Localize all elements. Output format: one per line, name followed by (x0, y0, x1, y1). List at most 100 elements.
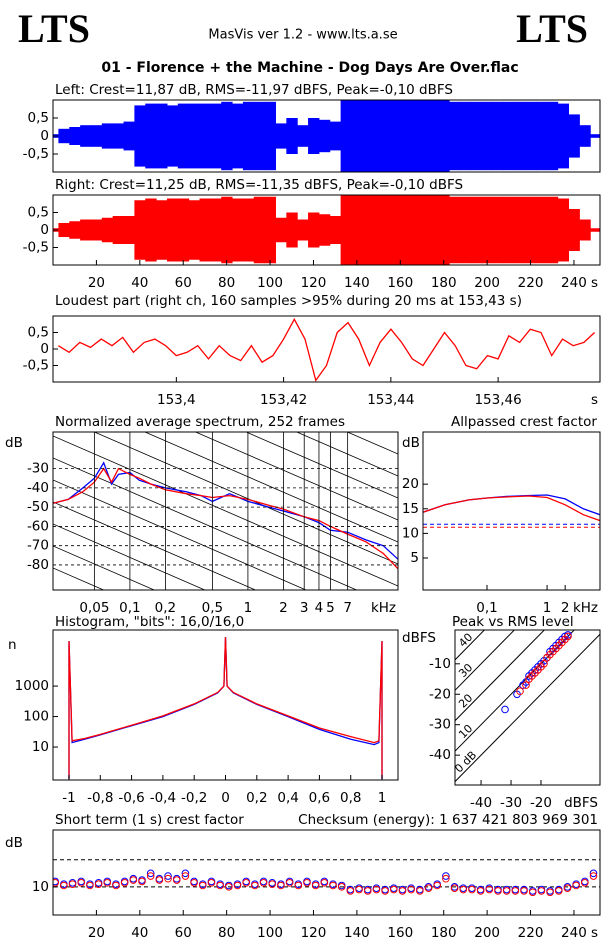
reference-line (53, 435, 398, 587)
x-tick-label: 153,46 (474, 392, 521, 408)
data-point (589, 869, 598, 878)
waveform-envelope (438, 195, 450, 265)
y-tick-label: -20 (429, 686, 451, 702)
data-point (501, 705, 509, 714)
data-point (233, 881, 242, 890)
data-point (198, 881, 207, 890)
x-tick-label: 2 (561, 600, 570, 616)
x-tick-label: 120 (301, 275, 327, 291)
waveform-envelope (221, 196, 233, 264)
y-axis-label: n (8, 637, 17, 653)
data-point (516, 687, 524, 696)
waveform-envelope (535, 101, 548, 171)
y-tick-label: 10 (32, 739, 49, 755)
x-tick-label: -40 (470, 795, 492, 811)
crest-line-label: 40 (456, 631, 475, 650)
x-tick-label: -0,8 (87, 790, 113, 806)
y-tick-label: 0 (40, 128, 49, 144)
x-axis-unit: dBFS (564, 795, 598, 811)
data-point (303, 878, 311, 887)
y-axis-label: dB (5, 835, 23, 851)
waveform-envelope (232, 198, 244, 262)
plot-area (423, 494, 600, 528)
data-point (537, 887, 546, 895)
waveform-envelope (535, 196, 548, 264)
data-point (554, 887, 563, 895)
x-tick-label: 120 (301, 925, 327, 941)
x-axis-unit: s (591, 925, 598, 941)
waveform-envelope (373, 195, 385, 265)
x-tick-label: 200 (474, 275, 500, 291)
data-point (502, 887, 511, 895)
waveform-envelope (329, 216, 342, 244)
x-tick-label: 7 (343, 600, 352, 616)
waveform-envelope (492, 196, 504, 264)
waveform-envelope (351, 100, 363, 172)
waveform-envelope (362, 195, 374, 265)
series-line (68, 637, 383, 779)
x-tick-label: 220 (518, 925, 544, 941)
y-tick-label: 0,5 (28, 110, 49, 126)
data-point (398, 887, 407, 895)
waveform-envelope (69, 127, 81, 145)
y-tick-label: -10 (429, 656, 451, 672)
data-point (528, 888, 537, 897)
waveform-envelope (188, 103, 201, 169)
waveform-envelope (579, 125, 591, 147)
data-point (225, 883, 233, 891)
waveform-envelope (568, 114, 580, 158)
reference-line (93, 432, 398, 565)
data-point (424, 884, 433, 893)
waveform-envelope (384, 100, 396, 172)
waveform-envelope (481, 101, 494, 171)
x-axis-unit: s (591, 275, 598, 291)
waveform-envelope (557, 103, 570, 169)
data-point (520, 887, 528, 895)
x-tick-label: 0,2 (246, 790, 267, 806)
plot-frame (52, 629, 399, 781)
waveform-envelope (275, 123, 287, 149)
waveform-envelope (145, 103, 157, 169)
data-point (564, 632, 572, 641)
y-tick-label: -80 (27, 557, 49, 573)
waveform-envelope (232, 103, 244, 169)
reference-line (245, 432, 398, 499)
waveform-envelope (449, 101, 461, 171)
x-tick-label: -0,6 (118, 790, 144, 806)
waveform-envelope (329, 121, 342, 151)
waveform-envelope (546, 196, 559, 264)
x-tick-label: 1 (543, 600, 552, 616)
data-point (511, 887, 520, 895)
y-tick-label: 0 (40, 222, 49, 238)
reference-line (295, 432, 398, 477)
waveform-envelope (449, 196, 461, 264)
waveform-envelope (199, 103, 211, 169)
x-tick-label: 240 (561, 925, 587, 941)
y-tick-label: 5 (410, 550, 419, 566)
y-tick-label: 20 (402, 476, 419, 492)
data-point (77, 878, 86, 887)
x-tick-label: 0,8 (340, 790, 361, 806)
x-tick-label: 220 (518, 275, 544, 291)
waveform-envelope (134, 105, 146, 167)
waveform-envelope (525, 101, 537, 171)
data-point (546, 888, 554, 897)
x-tick-label: 80 (218, 275, 235, 291)
waveform-envelope (242, 198, 255, 262)
panel-title: Normalized average spectrum, 252 frames (55, 414, 345, 430)
y-tick-label: -0,5 (23, 146, 49, 162)
data-point (172, 876, 181, 884)
waveform-envelope (90, 219, 103, 241)
data-point (433, 881, 442, 890)
plot-frame (52, 99, 601, 173)
waveform-envelope (156, 200, 168, 260)
x-tick-label: 0,5 (202, 600, 223, 616)
waveform-envelope (525, 196, 537, 264)
x-tick-label: 153,44 (367, 392, 414, 408)
data-point (450, 884, 459, 893)
plot-area (53, 195, 600, 265)
crest-line (455, 630, 486, 661)
series-line (423, 495, 600, 522)
waveform-envelope (405, 195, 418, 265)
